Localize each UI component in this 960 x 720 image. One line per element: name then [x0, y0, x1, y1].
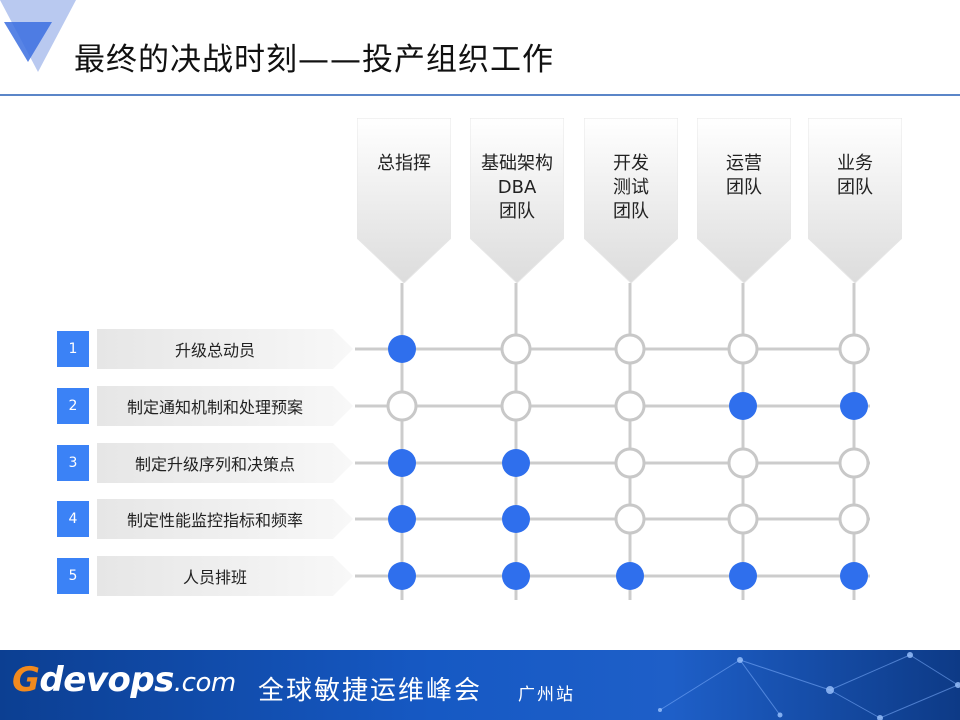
unassigned-dot	[500, 333, 532, 365]
assigned-dot	[388, 449, 416, 477]
assigned-dot	[388, 505, 416, 533]
unassigned-dot	[727, 503, 759, 535]
task-label: 制定性能监控指标和频率	[126, 511, 303, 530]
row-number-badge: 5	[57, 558, 89, 594]
task-label: 制定通知机制和处理预案	[126, 398, 303, 417]
unassigned-dot	[614, 503, 646, 535]
task-label-box: 升级总动员	[97, 329, 353, 369]
row-number-badge: 3	[57, 445, 89, 481]
network-graphic-icon	[658, 652, 960, 720]
assigned-dot	[388, 562, 416, 590]
task-label-box: 人员排班	[97, 556, 353, 596]
unassigned-dot	[614, 390, 646, 422]
column-label: 开发 测试 团队	[613, 153, 649, 222]
column-header-1: 总指挥	[357, 118, 451, 283]
brand-logo: Gdevops.com	[12, 660, 236, 700]
task-label: 制定升级序列和决策点	[134, 455, 295, 474]
event-city: 广州站	[518, 685, 575, 705]
unassigned-dot	[727, 333, 759, 365]
column-header-5: 业务 团队	[808, 118, 902, 283]
unassigned-dot	[727, 447, 759, 479]
assigned-dot	[502, 562, 530, 590]
unassigned-dot	[838, 447, 870, 479]
assigned-dot	[388, 335, 416, 363]
assigned-dot	[840, 392, 868, 420]
unassigned-dot	[838, 333, 870, 365]
unassigned-dot	[838, 503, 870, 535]
brand-domain: .com	[173, 668, 236, 698]
assigned-dot	[729, 392, 757, 420]
assigned-dot	[502, 449, 530, 477]
task-label-box: 制定升级序列和决策点	[97, 443, 353, 483]
assigned-dot	[729, 562, 757, 590]
unassigned-dot	[614, 333, 646, 365]
column-label: 基础架构 DBA 团队	[481, 153, 553, 222]
column-header-3: 开发 测试 团队	[584, 118, 678, 283]
page-title: 最终的决战时刻——投产组织工作	[74, 42, 554, 78]
unassigned-dot	[500, 390, 532, 422]
column-header-4: 运营 团队	[697, 118, 791, 283]
row-number-badge: 1	[57, 331, 89, 367]
footer-banner: Gdevops.com 全球敏捷运维峰会 广州站	[0, 650, 960, 720]
task-label: 人员排班	[182, 568, 247, 587]
assigned-dot	[616, 562, 644, 590]
row-number-badge: 4	[57, 501, 89, 537]
task-label-box: 制定性能监控指标和频率	[97, 499, 353, 539]
column-header-2: 基础架构 DBA 团队	[470, 118, 564, 283]
row-number-badge: 2	[57, 388, 89, 424]
assignment-matrix	[355, 283, 870, 600]
title-divider	[0, 94, 960, 96]
event-name: 全球敏捷运维峰会	[258, 676, 483, 706]
task-label-box: 制定通知机制和处理预案	[97, 386, 353, 426]
brand-g: G	[12, 660, 40, 700]
column-label: 运营 团队	[726, 153, 762, 198]
unassigned-dot	[614, 447, 646, 479]
column-label: 业务 团队	[837, 153, 873, 198]
brand-main: devops	[39, 660, 174, 700]
task-label: 升级总动员	[174, 341, 255, 360]
unassigned-dot	[386, 390, 418, 422]
assigned-dot	[502, 505, 530, 533]
column-label: 总指挥	[377, 153, 431, 174]
corner-logo-icon	[0, 0, 76, 72]
assigned-dot	[840, 562, 868, 590]
